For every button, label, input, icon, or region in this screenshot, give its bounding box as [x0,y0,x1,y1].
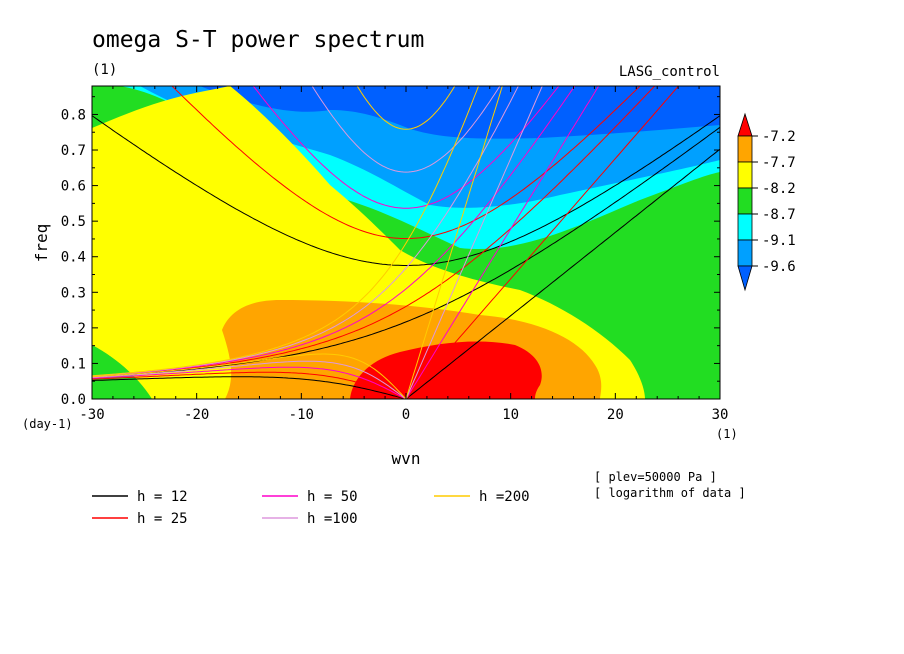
y-tick-label: 0.0 [61,392,86,408]
colorbar-label: -8.2 [762,181,796,197]
kelvin-curve [405,86,600,399]
kelvin-curve [405,148,720,399]
chart-title: omega S-T power spectrum [92,27,424,53]
y-axis-label: freq [32,224,51,263]
mrg-curve [92,86,480,377]
chart-subtitle-left: (1) [92,62,117,78]
colorbar-segment [737,161,753,189]
note-logarithm: [ logarithm of data ] [594,486,746,500]
inertia-gravity-curve [252,86,560,209]
colorbar-label: -7.2 [762,129,796,145]
y-tick-label: 0.2 [61,321,86,337]
inertia-gravity-curve [356,86,456,130]
colorbar: -7.2 -7.7 -8.2 -8.7 -9.1 -9.6 [737,112,796,292]
x-tick-label: -30 [79,407,104,423]
chart-subtitle-right: LASG_control [619,64,720,80]
note-plev: [ plev=50000 Pa ] [594,470,717,484]
legend-label: h =100 [307,511,358,527]
colorbar-segment [737,239,753,267]
contour-band-red [350,341,542,399]
inertia-gravity-curve [92,115,720,266]
kelvin-curve [405,86,543,399]
rossby-curve [92,366,407,399]
colorbar-label: -9.1 [762,233,796,249]
x-tick-label: 0 [402,407,410,423]
legend-label: h =200 [479,489,530,505]
contour-band-green-corner [92,345,152,399]
x-tick-label: -10 [289,407,314,423]
rossby-curve [92,371,407,399]
mrg-curve [92,86,519,377]
y-tick-label: 0.5 [61,214,86,230]
colorbar-segment [737,135,753,163]
legend: h = 12 h = 25 h = 50 h =100 h =200 [92,489,530,527]
dispersion-curves [92,86,720,399]
rossby-curve [92,360,407,399]
y-tick-label: 0.6 [61,179,86,195]
axis-ticks: -30 -20 -10 0 10 20 30 0.0 0.1 0.2 0.3 0.4 0.5 0.6 0.7… [61,86,729,423]
y-tick-label: 0.3 [61,285,86,301]
y-tick-label: 0.4 [61,250,86,266]
x-tick-label: 10 [502,407,519,423]
inertia-gravity-curve [171,86,641,240]
legend-label: h = 50 [307,489,358,505]
colorbar-segment [737,187,753,215]
x-tick-label: 20 [607,407,624,423]
kelvin-curve [405,86,503,399]
legend-label: h = 25 [137,511,188,527]
x-tick-label: 30 [712,407,729,423]
y-tick-label: 0.7 [61,143,86,159]
colorbar-bottom-arrow [737,265,753,292]
x-axis-label: wvn [392,449,421,468]
colorbar-segment [737,213,753,241]
y-tick-label: 0.1 [61,356,86,372]
colorbar-top-arrow [737,112,753,137]
colorbar-label: -7.7 [762,155,796,171]
colorbar-label: -9.6 [762,259,796,275]
y-tick-label: 0.8 [61,107,86,123]
mrg-curve [92,86,656,378]
x-tick-label: -20 [184,407,209,423]
y-unit-label: (day-1) [22,417,73,431]
kelvin-curve [405,86,680,399]
mrg-curve [92,86,576,377]
rossby-curve [92,376,407,399]
x-unit-label: (1) [716,427,738,441]
inertia-gravity-curve [311,86,501,173]
rossby-curve [92,353,407,399]
mrg-curve [92,126,720,378]
colorbar-label: -8.7 [762,207,796,223]
legend-label: h = 12 [137,489,188,505]
